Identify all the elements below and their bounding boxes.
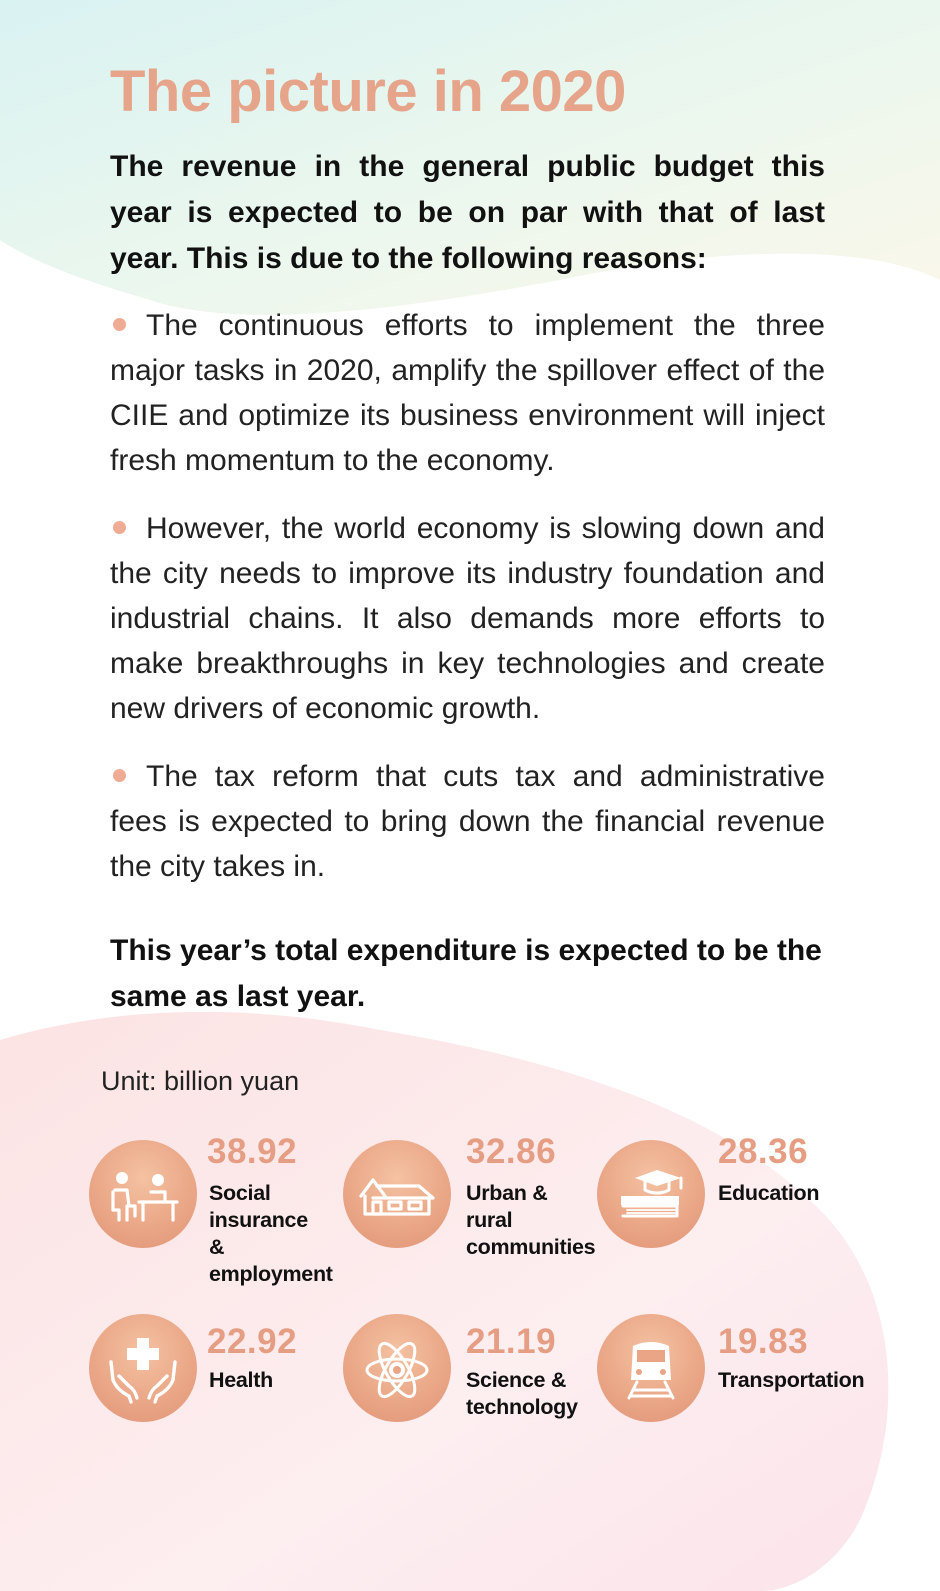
item-value: 21.19 xyxy=(466,1322,557,1361)
unit-label: Unit: billion yuan xyxy=(101,1066,300,1096)
item-value: 38.92 xyxy=(207,1132,298,1171)
item-label: Education xyxy=(718,1181,820,1205)
item-value: 22.92 xyxy=(207,1322,298,1361)
bullet-dot-icon xyxy=(113,317,126,331)
revenue-intro: The revenue in the general public budget… xyxy=(110,150,825,275)
bullet-item-1: The continuous efforts to implement the … xyxy=(110,303,825,483)
house-icon xyxy=(343,1140,451,1248)
item-value: 32.86 xyxy=(466,1132,557,1171)
bullet-dot-icon xyxy=(113,768,126,782)
item-label: Social insurance & employment xyxy=(209,1181,333,1286)
bullet-text: However, the world economy is slowing do… xyxy=(110,512,825,725)
train-icon xyxy=(597,1314,705,1422)
bullet-text: The continuous efforts to implement the … xyxy=(110,309,825,477)
bullet-item-3: The tax reform that cuts tax and adminis… xyxy=(110,754,825,889)
hands-medical-cross-icon xyxy=(89,1314,197,1422)
item-label: Health xyxy=(209,1368,273,1392)
item-label: Science & technology xyxy=(466,1368,578,1419)
page-title: The picture in 2020 xyxy=(110,59,626,124)
bullet-text: The tax reform that cuts tax and adminis… xyxy=(110,760,825,883)
item-label: Urban & rural communities xyxy=(466,1181,596,1259)
expenditure-note: This year’s total expenditure is expecte… xyxy=(110,934,822,1013)
books-graduation-cap-icon xyxy=(597,1140,705,1248)
bullet-dot-icon xyxy=(113,520,126,534)
bullet-item-2: However, the world economy is slowing do… xyxy=(110,506,825,731)
item-label: Transportation xyxy=(718,1368,865,1392)
atom-icon xyxy=(343,1314,451,1422)
item-value: 28.36 xyxy=(718,1132,809,1171)
item-value: 19.83 xyxy=(718,1322,809,1361)
office-desk-icon xyxy=(89,1140,197,1248)
